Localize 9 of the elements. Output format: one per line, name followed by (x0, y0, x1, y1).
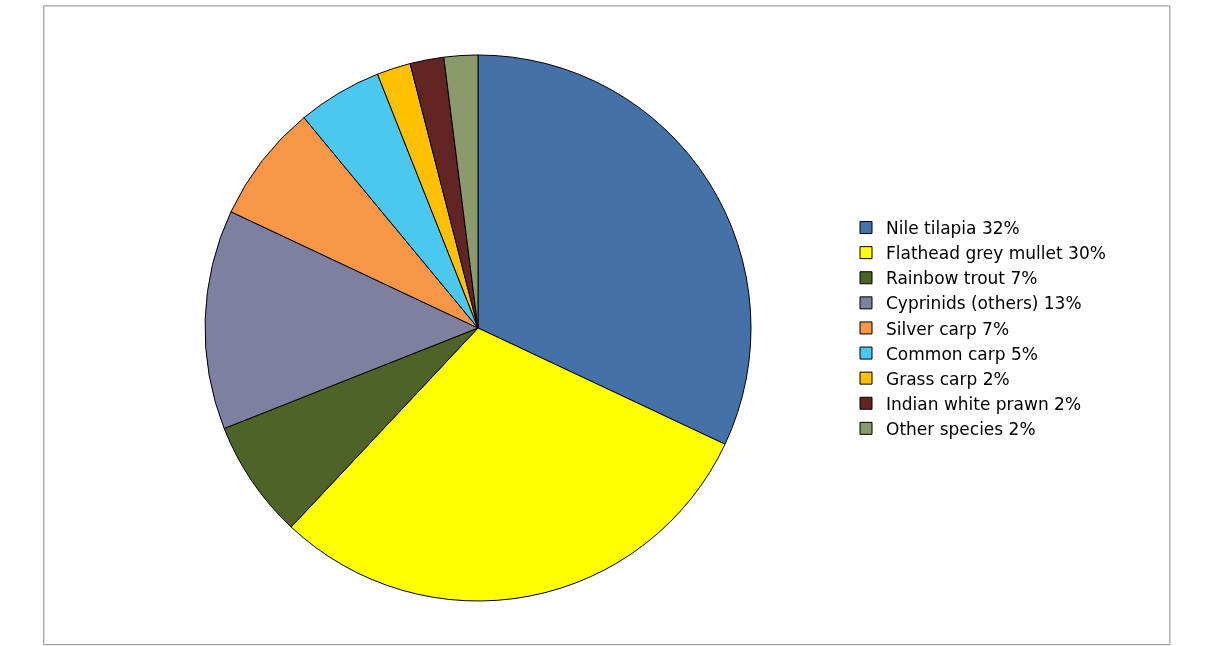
legend-label: Common carp 5% (886, 343, 1038, 364)
legend-label: Other species 2% (886, 418, 1036, 439)
legend-label: Flathead grey mullet 30% (886, 243, 1106, 264)
legend-label: Rainbow trout 7% (886, 268, 1038, 289)
legend-label: Grass carp 2% (886, 368, 1010, 389)
legend-label: Indian white prawn 2% (886, 393, 1082, 414)
legend-label: Cyprinids (others) 13% (886, 293, 1082, 314)
legend-label: Nile tilapia 32% (886, 218, 1020, 239)
legend-label: Silver carp 7% (886, 318, 1010, 339)
